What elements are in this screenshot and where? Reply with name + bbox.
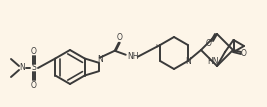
Text: NH: NH <box>127 52 139 61</box>
Text: N: N <box>19 63 25 73</box>
Text: S: S <box>32 63 36 73</box>
Text: O: O <box>31 80 37 89</box>
Text: O: O <box>241 48 247 57</box>
Text: H: H <box>156 44 160 48</box>
Text: HN: HN <box>207 57 219 66</box>
Text: N: N <box>185 56 191 65</box>
Text: O: O <box>117 33 123 42</box>
Text: N: N <box>97 55 103 64</box>
Text: O: O <box>206 39 212 48</box>
Text: O: O <box>31 47 37 56</box>
